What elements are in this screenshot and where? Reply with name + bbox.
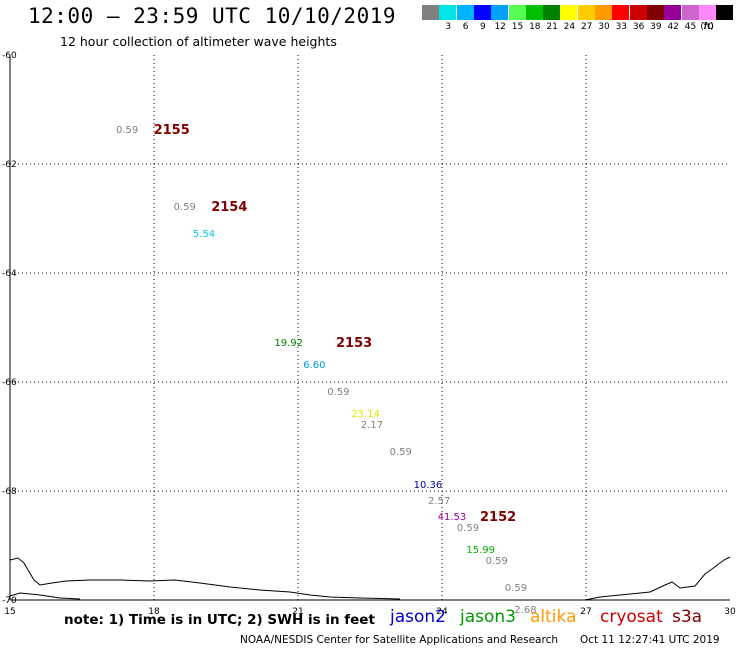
pass-label: 2155 [153,123,190,139]
scale-label: 70 [702,22,714,32]
satellite-jason3: jason3 [460,607,516,627]
scale-label: 42 [667,22,679,32]
scale-swatch [612,5,630,20]
pass-label: 2154 [211,199,248,215]
satellite-cryosat: cryosat [600,607,663,627]
lon-tick-label: 15 [4,607,15,617]
wave-height-value: 41.53 [437,512,467,524]
scale-swatch [473,5,491,20]
lon-tick-label: 18 [148,607,160,617]
scale-label: 21 [546,22,558,32]
coastline [584,556,731,601]
scale-swatch [456,5,474,20]
scale-label: 18 [529,22,541,32]
wave-height-value: 2.57 [428,495,451,507]
scale-label: 27 [580,22,593,32]
lat-tick-label: -68 [2,487,17,497]
scale-swatch [560,5,578,20]
footer-note: note: 1) Time is in UTC; 2) SWH is in fe… [64,612,375,628]
scale-swatch [716,5,734,20]
lat-tick-label: -60 [2,51,17,61]
scale-label: 3 [445,22,452,32]
pass-label: 2152 [480,510,517,526]
wave-height-value: 19.92 [274,337,304,349]
scale-label: 30 [598,22,610,32]
scale-swatch [595,5,612,20]
wave-height-value: 0.59 [456,523,480,535]
scale-swatch [664,5,682,20]
lat-tick-label: -66 [2,378,17,388]
scale-swatch [698,5,716,20]
wave-height-value: 0.59 [173,201,196,213]
scale-swatch [525,5,543,20]
wave-height-value: 15.99 [466,544,496,556]
satellite-s3a: s3a [672,607,703,627]
lat-tick-label: -62 [2,160,17,170]
satellite-altika: altika [530,607,577,627]
scale-label: 15 [511,22,524,32]
wave-height-value: 6.60 [303,359,326,371]
pass-label: 2153 [336,335,373,351]
coastline [9,557,401,600]
wave-height-value: 5.54 [192,228,216,240]
satellite-jason2: jason2 [390,607,446,627]
scale-swatch [543,5,561,20]
lat-tick-label: -70 [2,596,17,606]
scale-swatch [577,5,595,20]
scale-swatch [422,5,439,20]
timestamp-text: Oct 11 12:27:41 UTC 2019 [580,634,720,646]
scale-swatch [508,5,526,20]
scale-swatch [681,5,699,20]
scale-label: 36 [632,22,645,32]
lat-tick-label: -64 [2,269,17,279]
scale-label: 6 [462,22,469,32]
wave-height-value: 0.59 [485,555,508,567]
scale-label: 33 [615,22,628,32]
map-subtitle: 12 hour collection of altimeter wave hei… [60,34,337,49]
lon-tick-label: 24 [436,607,448,617]
scale-label: 45 [684,22,697,32]
wave-height-value: 10.36 [413,479,443,491]
scale-label: 9 [480,22,486,32]
credit-text: NOAA/NESDIS Center for Satellite Applica… [240,634,558,646]
wave-height-value: 2.17 [360,419,384,431]
scale-label: 24 [563,22,576,32]
map-title: 12:00 – 23:59 UTC 10/10/2019 [28,4,397,28]
wave-height-value: 0.59 [389,446,412,458]
scale-swatch [491,5,509,20]
scale-unit-label: (ft) [700,22,714,32]
scale-swatch [629,5,647,20]
scale-swatch [646,5,664,20]
lon-tick-label: 21 [292,607,303,617]
lon-tick-label: 27 [580,607,591,617]
wave-height-value: 0.59 [116,125,139,137]
coastline [9,592,81,600]
lon-tick-label: 30 [724,607,736,617]
wave-height-value: 23.14 [351,408,380,420]
scale-label: 39 [650,22,662,32]
scale-label: 12 [494,22,506,32]
wave-height-value: 0.59 [327,386,350,398]
scale-swatch [439,5,457,20]
wave-height-value: 0.59 [504,583,528,595]
wave-height-value: 2.68 [514,604,537,616]
